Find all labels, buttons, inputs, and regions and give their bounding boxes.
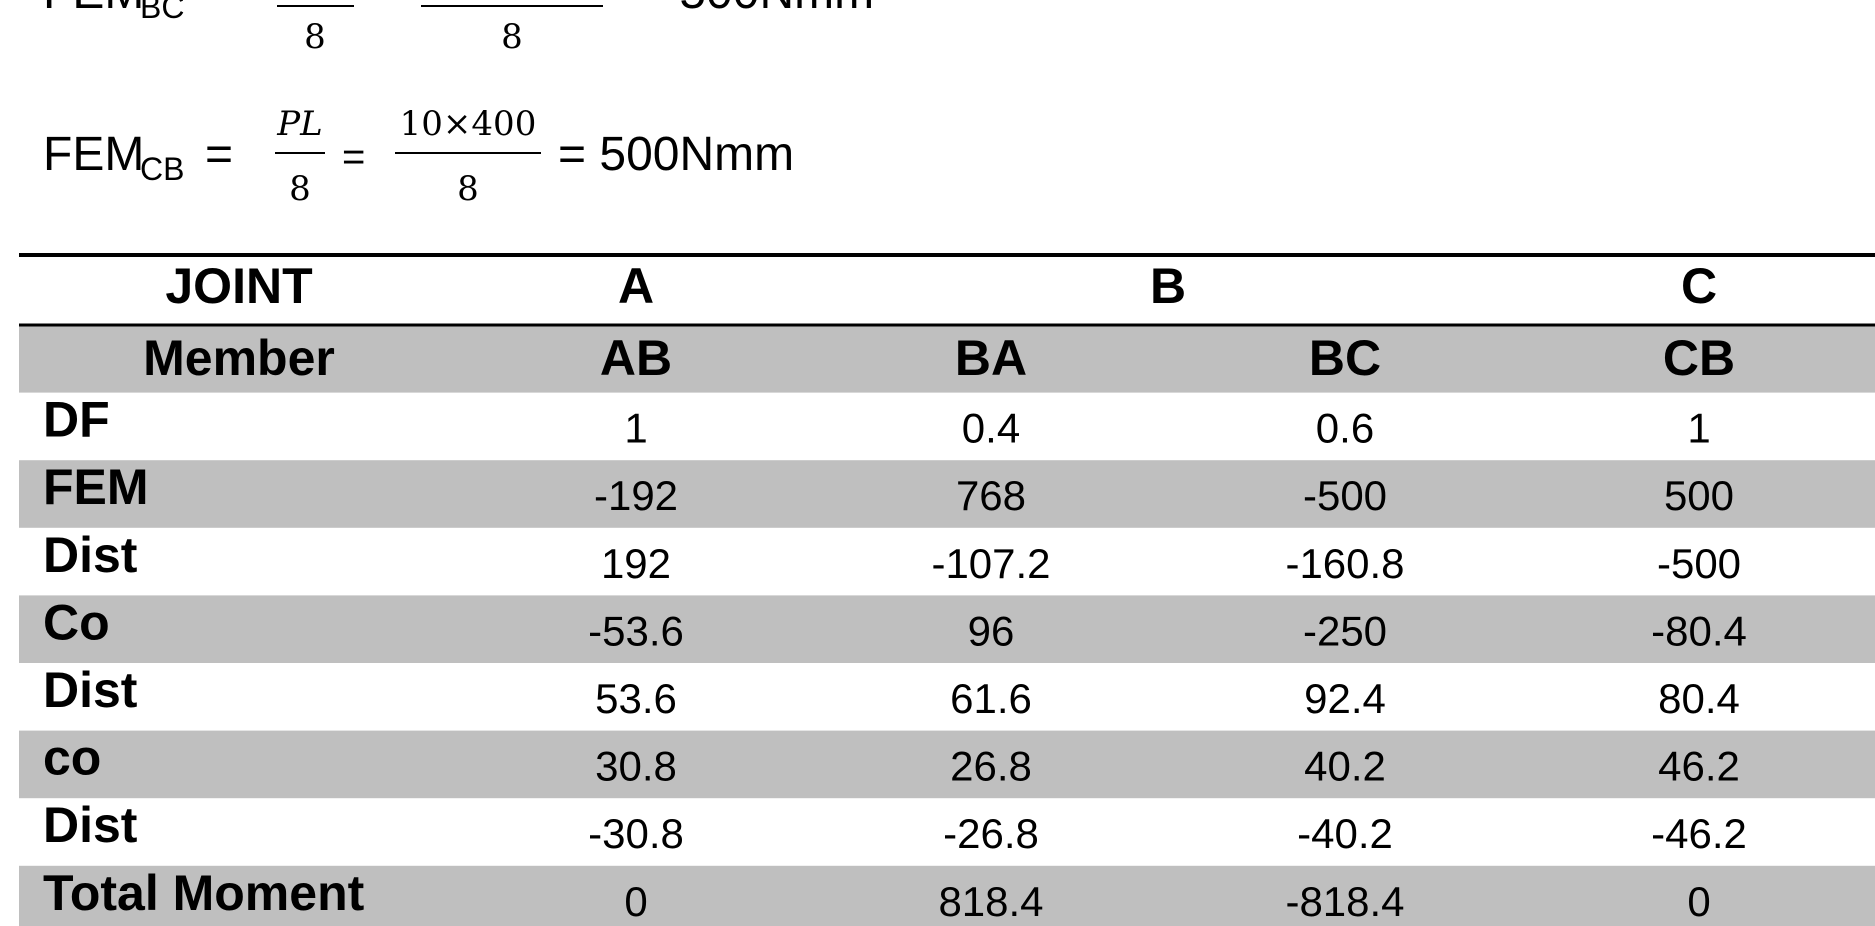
cell: 46.2 xyxy=(1658,743,1740,790)
numerator: PL xyxy=(276,104,322,144)
cell: 192 xyxy=(601,540,671,587)
equals-sign: = xyxy=(205,0,233,19)
cell: -53.6 xyxy=(588,607,684,654)
equation-result: = -500Nmm xyxy=(622,0,874,19)
equals-sign: = xyxy=(372,0,400,19)
row-label: Dist xyxy=(43,527,138,583)
cell: -818.4 xyxy=(1285,878,1404,925)
member-header: BA xyxy=(955,330,1027,386)
equation-subscript: BC xyxy=(140,0,184,25)
cell: -250 xyxy=(1303,607,1387,654)
cell: 0 xyxy=(624,878,647,925)
row-label: Dist xyxy=(43,662,138,718)
cell: 26.8 xyxy=(950,743,1032,790)
cell: -192 xyxy=(594,472,678,519)
row-shade xyxy=(19,325,1875,393)
cell: 53.6 xyxy=(595,675,677,722)
row-shade xyxy=(19,595,1875,663)
joint-header: C xyxy=(1681,258,1717,314)
joint-header: B xyxy=(1150,258,1186,314)
numerator: 10×400 xyxy=(400,104,537,144)
denominator: 8 xyxy=(304,17,326,57)
cell: 80.4 xyxy=(1658,675,1740,722)
equation-subscript: CB xyxy=(140,151,184,187)
member-header: AB xyxy=(600,330,672,386)
row-shade xyxy=(19,730,1875,799)
row-label: FEM xyxy=(43,459,149,515)
member-header: Member xyxy=(143,330,335,386)
cell: 0.4 xyxy=(962,405,1020,452)
cell: 0 xyxy=(1687,878,1710,925)
cell: -500 xyxy=(1657,540,1741,587)
cell: 30.8 xyxy=(595,743,677,790)
row-shade xyxy=(19,460,1875,528)
cell: 96 xyxy=(968,607,1015,654)
equation-result: = 500Nmm xyxy=(558,128,794,181)
member-header: CB xyxy=(1663,330,1735,386)
row-label: DF xyxy=(43,392,110,448)
cell: 1 xyxy=(624,405,647,452)
denominator: 8 xyxy=(457,169,479,209)
cell: 500 xyxy=(1664,472,1734,519)
equals-sign: = xyxy=(205,128,233,181)
equation-name: FEM xyxy=(43,128,144,181)
cell: -30.8 xyxy=(588,810,684,857)
cell: 1 xyxy=(1687,405,1710,452)
joint-header: JOINT xyxy=(165,258,312,314)
equals-sign: = xyxy=(342,135,365,179)
cell: 768 xyxy=(956,472,1026,519)
cell: -46.2 xyxy=(1651,810,1747,857)
member-header: BC xyxy=(1309,330,1381,386)
cell: 92.4 xyxy=(1304,675,1386,722)
cell: 818.4 xyxy=(938,878,1043,925)
cell: 61.6 xyxy=(950,675,1032,722)
row-label: Co xyxy=(43,594,110,650)
cell: 40.2 xyxy=(1304,743,1386,790)
equation-name: FEM xyxy=(43,0,144,19)
row-label: Dist xyxy=(43,797,138,853)
row-label: co xyxy=(43,730,101,786)
cell: -500 xyxy=(1303,472,1387,519)
cell: -40.2 xyxy=(1297,810,1393,857)
cell: 0.6 xyxy=(1316,405,1374,452)
joint-header: A xyxy=(618,258,654,314)
denominator: 8 xyxy=(501,17,523,57)
denominator: 8 xyxy=(289,169,311,209)
cell: -80.4 xyxy=(1651,607,1747,654)
cell: -107.2 xyxy=(931,540,1050,587)
row-label: Total Moment xyxy=(43,865,365,921)
cell: -26.8 xyxy=(943,810,1039,857)
cell: -160.8 xyxy=(1285,540,1404,587)
row-shade xyxy=(19,865,1875,926)
